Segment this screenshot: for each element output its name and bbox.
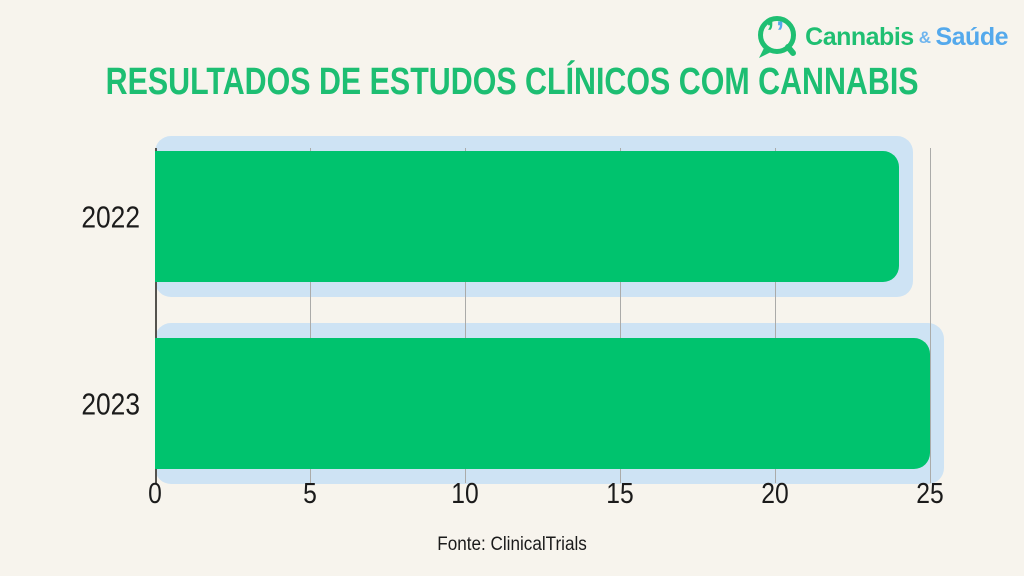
brand-name: Cannabis & Saúde (805, 23, 1008, 52)
brand-name-blue: Saúde (935, 22, 1008, 51)
gridline-5 (310, 148, 311, 483)
x-tick-label-5: 5 (303, 478, 317, 510)
bar-2022 (155, 151, 899, 282)
x-tick-label-15: 15 (606, 478, 634, 510)
gridline-10 (465, 148, 466, 483)
x-tick-label-20: 20 (761, 478, 789, 510)
source-note: Fonte: ClinicalTrials (437, 534, 587, 555)
gridline-25 (930, 148, 931, 483)
quote-mark-green: ’ (766, 16, 774, 49)
x-tick-label-10: 10 (451, 478, 479, 510)
x-tick-label-0: 0 (148, 478, 162, 510)
brand-logo: ’ ’ Cannabis & Saúde (753, 13, 1008, 61)
speech-bubble-quotes-icon: ’ ’ (758, 16, 797, 58)
y-category-label-2022: 2022 (81, 199, 140, 234)
y-category-label-2023: 2023 (81, 386, 140, 421)
quote-mark-blue: ’ (776, 16, 784, 49)
bubble-q-tail-shape (785, 44, 797, 56)
y-axis-line (155, 148, 157, 483)
brand-ampersand: & (918, 28, 931, 47)
speech-tail-shape (759, 46, 774, 58)
x-tick-label-25: 25 (916, 478, 944, 510)
bar-2023 (155, 338, 930, 469)
gridline-15 (620, 148, 621, 483)
gridline-20 (775, 148, 776, 483)
brand-name-green: Cannabis (805, 22, 914, 51)
chart-title: RESULTADOS DE ESTUDOS CLÍNICOS COM CANNA… (105, 61, 919, 103)
